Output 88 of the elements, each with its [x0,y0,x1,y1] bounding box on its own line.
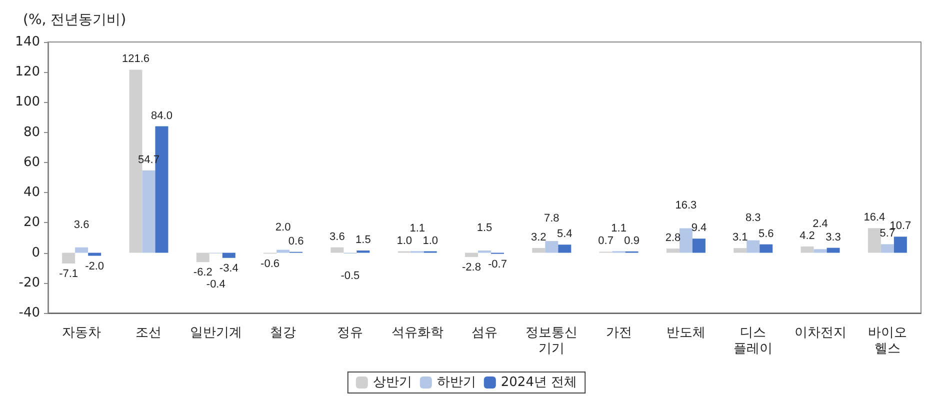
bar [666,248,680,253]
data-label: 5.6 [758,228,774,240]
bar [760,244,773,253]
bar [814,249,827,253]
legend-label: 상반기 [372,375,412,390]
y-axis-title: (%, 전년동기비) [23,12,126,28]
data-label: -3.4 [219,262,238,274]
bar [196,252,210,262]
data-label: -6.2 [193,266,212,279]
x-tick-label: 자동차 [62,326,102,340]
bar [88,252,102,256]
data-label: -2.0 [85,260,104,272]
x-tick-label: 반도체 [666,326,706,340]
data-label: -2.8 [462,261,481,274]
bar [330,247,344,253]
data-label: -0.6 [260,258,280,270]
bar [465,252,478,257]
x-tick-label: 바이오 헬스 [868,326,907,356]
x-tick-label: 석유화학 [391,326,444,340]
bar [880,244,894,253]
data-label: 5.7 [880,228,896,240]
x-tick-label: 조선 [136,326,162,340]
data-label: 3.6 [330,230,345,243]
data-label: 9.4 [691,222,707,234]
x-tick-label: 정유 [337,326,364,340]
y-tick-label: 100 [15,94,40,110]
data-label: 8.3 [745,212,761,224]
data-label: -0.5 [340,270,360,282]
bar [222,252,236,258]
y-tick-label: 40 [23,185,40,200]
bar [734,248,747,253]
bar [692,238,706,253]
y-tick-label: 80 [23,124,40,140]
data-label: 16.3 [675,200,697,212]
bar [142,170,156,253]
y-tick-label: -20 [18,275,40,290]
y-tick-label: 20 [23,215,40,230]
bar [826,248,840,253]
bar [532,248,546,253]
bar [276,250,290,253]
y-tick-label: 0 [32,245,40,260]
data-label: 16.4 [864,212,886,224]
x-tick-label: 철강 [270,326,296,340]
data-label: 1.5 [356,234,371,246]
data-label: 84.0 [151,110,172,122]
data-label: 0.9 [624,234,640,247]
bar [679,228,692,253]
data-label: 3.1 [732,232,748,244]
data-label: 3.3 [826,231,841,244]
data-label: 2.4 [812,218,828,230]
y-tick-label: -40 [18,306,40,320]
x-tick-label: 가전 [606,326,632,340]
data-label: 1.0 [422,234,438,247]
data-label: -7.1 [59,268,78,280]
data-label: 0.7 [598,235,614,248]
y-tick-label: 140 [15,34,40,50]
data-label: 1.5 [476,222,492,234]
x-tick-label: 디스 플레이 [734,326,773,356]
data-label: 4.2 [800,230,815,242]
x-tick-label: 일반기계 [190,326,242,340]
x-tick-label: 섬유 [472,326,498,340]
legend-label: 하반기 [436,375,476,390]
data-label: -0.4 [206,278,226,291]
data-label: 121.6 [122,53,150,66]
data-label: 3.6 [74,218,90,231]
bar [545,241,558,253]
y-tick-label: 60 [23,154,40,170]
data-label: 1.0 [396,234,412,247]
data-label: 0.6 [288,235,304,248]
data-label: 2.0 [275,221,291,234]
bar [800,246,814,253]
bar [894,236,907,253]
bar [75,247,88,253]
bar [868,228,881,253]
data-label: 3.2 [531,231,546,244]
legend-label: 2024년 전체 [500,375,578,390]
x-tick-label: 정보통신 기기 [526,326,578,356]
data-label: 1.1 [611,222,626,235]
data-label: -0.7 [488,258,507,270]
x-tick-label: 이차전지 [794,326,846,340]
bar [746,240,760,253]
data-label: 5.4 [557,228,572,240]
data-label: 2.8 [665,232,681,244]
data-label: 1.1 [410,222,425,235]
bar [558,244,572,253]
bar [62,252,76,264]
data-label: 7.8 [544,212,560,225]
y-tick-label: 120 [15,64,40,80]
